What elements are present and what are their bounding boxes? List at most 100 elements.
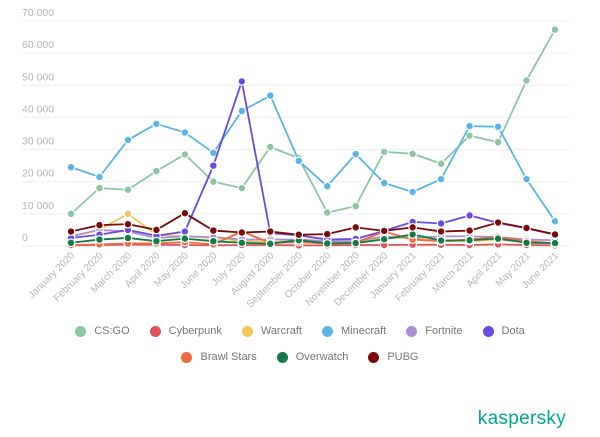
data-point[interactable] xyxy=(322,181,332,191)
data-point[interactable] xyxy=(522,238,531,248)
data-point[interactable] xyxy=(123,209,133,219)
data-point[interactable] xyxy=(123,233,133,243)
data-point[interactable] xyxy=(379,234,389,244)
data-point[interactable] xyxy=(436,159,446,169)
series-line xyxy=(70,77,556,241)
data-point[interactable] xyxy=(265,91,275,100)
data-point[interactable] xyxy=(95,172,104,182)
data-point[interactable] xyxy=(265,227,275,236)
data-point[interactable] xyxy=(550,25,560,35)
x-tick-label: February 2020 xyxy=(52,250,106,304)
data-point[interactable] xyxy=(379,147,389,157)
legend-item[interactable]: Overwatch xyxy=(276,351,348,363)
data-point[interactable] xyxy=(522,223,531,233)
data-point[interactable] xyxy=(522,174,531,184)
data-point[interactable] xyxy=(237,228,247,237)
data-point[interactable] xyxy=(237,77,247,86)
legend-item[interactable]: Warcraft xyxy=(241,325,302,337)
data-point[interactable] xyxy=(379,226,389,236)
data-point[interactable] xyxy=(208,177,218,187)
data-point[interactable] xyxy=(180,208,190,218)
data-point[interactable] xyxy=(123,135,133,145)
series-cs-go xyxy=(66,25,560,219)
legend-dot-icon xyxy=(482,325,494,337)
data-point[interactable] xyxy=(265,142,275,152)
data-point[interactable] xyxy=(322,239,332,248)
data-point[interactable] xyxy=(550,216,560,226)
series-overwatch xyxy=(66,230,560,249)
data-point[interactable] xyxy=(465,226,474,235)
data-point[interactable] xyxy=(152,225,161,235)
series-line xyxy=(70,94,556,222)
legend-dot-icon xyxy=(276,351,288,363)
data-point[interactable] xyxy=(237,106,247,116)
data-point[interactable] xyxy=(379,178,389,188)
data-point[interactable] xyxy=(180,128,190,137)
data-point[interactable] xyxy=(522,76,531,85)
data-point[interactable] xyxy=(180,149,190,159)
data-point[interactable] xyxy=(66,238,76,248)
data-point[interactable] xyxy=(436,227,446,236)
legend-item[interactable]: Fortnite xyxy=(406,325,463,337)
data-point[interactable] xyxy=(208,226,218,235)
legend-item[interactable]: Minecraft xyxy=(322,325,386,337)
data-point[interactable] xyxy=(493,122,503,132)
data-point[interactable] xyxy=(465,235,474,245)
data-point[interactable] xyxy=(322,229,332,239)
data-point[interactable] xyxy=(123,185,133,195)
data-point[interactable] xyxy=(95,235,104,244)
legend-item[interactable]: Brawl Stars xyxy=(181,351,257,363)
data-point[interactable] xyxy=(152,119,161,129)
data-point[interactable] xyxy=(66,162,76,172)
data-point[interactable] xyxy=(408,222,418,232)
data-point[interactable] xyxy=(436,236,446,245)
data-point[interactable] xyxy=(152,166,161,176)
data-point[interactable] xyxy=(123,219,133,229)
data-point[interactable] xyxy=(408,230,418,239)
data-point[interactable] xyxy=(208,161,218,171)
data-point[interactable] xyxy=(66,209,76,219)
data-point[interactable] xyxy=(465,211,474,220)
data-point[interactable] xyxy=(493,218,503,227)
kaspersky-logo: kaspersky xyxy=(477,408,566,429)
line-chart: 0 10 000 20 000 30 000 40 000 50 000 60 000 70 … xyxy=(22,7,570,310)
data-point[interactable] xyxy=(465,131,474,141)
data-point[interactable] xyxy=(66,227,76,236)
series-line xyxy=(70,29,556,215)
data-point[interactable] xyxy=(95,183,104,193)
data-point[interactable] xyxy=(152,236,161,246)
data-point[interactable] xyxy=(408,149,418,159)
data-point[interactable] xyxy=(493,137,503,147)
legend-item[interactable]: CS:GO xyxy=(75,325,130,337)
legend-item[interactable]: PUBG xyxy=(368,351,419,363)
data-point[interactable] xyxy=(294,156,304,166)
data-point[interactable] xyxy=(180,234,190,244)
data-point[interactable] xyxy=(351,201,361,211)
data-point[interactable] xyxy=(237,183,247,193)
legend-dot-icon xyxy=(322,325,333,337)
legend-label: Brawl Stars xyxy=(200,351,257,363)
data-point[interactable] xyxy=(550,230,560,239)
data-point[interactable] xyxy=(351,149,361,159)
data-point[interactable] xyxy=(408,187,418,197)
legend-item[interactable]: Dota xyxy=(482,325,525,337)
data-point[interactable] xyxy=(436,219,446,228)
data-point[interactable] xyxy=(322,208,332,217)
data-point[interactable] xyxy=(180,227,190,236)
data-point[interactable] xyxy=(550,238,560,248)
data-point[interactable] xyxy=(208,236,218,246)
legend-item[interactable]: Cyberpunk xyxy=(149,325,222,337)
data-point[interactable] xyxy=(351,222,361,232)
data-point[interactable] xyxy=(95,220,104,230)
data-point[interactable] xyxy=(351,238,361,248)
data-point[interactable] xyxy=(265,239,275,249)
data-point[interactable] xyxy=(237,238,247,248)
legend-label: CS:GO xyxy=(94,325,130,337)
y-tick-label: 50 000 xyxy=(22,71,54,83)
data-point[interactable] xyxy=(493,234,503,244)
data-point[interactable] xyxy=(465,121,474,131)
data-point[interactable] xyxy=(294,230,304,240)
data-point[interactable] xyxy=(436,174,446,184)
y-tick-label: 40 000 xyxy=(22,103,54,115)
